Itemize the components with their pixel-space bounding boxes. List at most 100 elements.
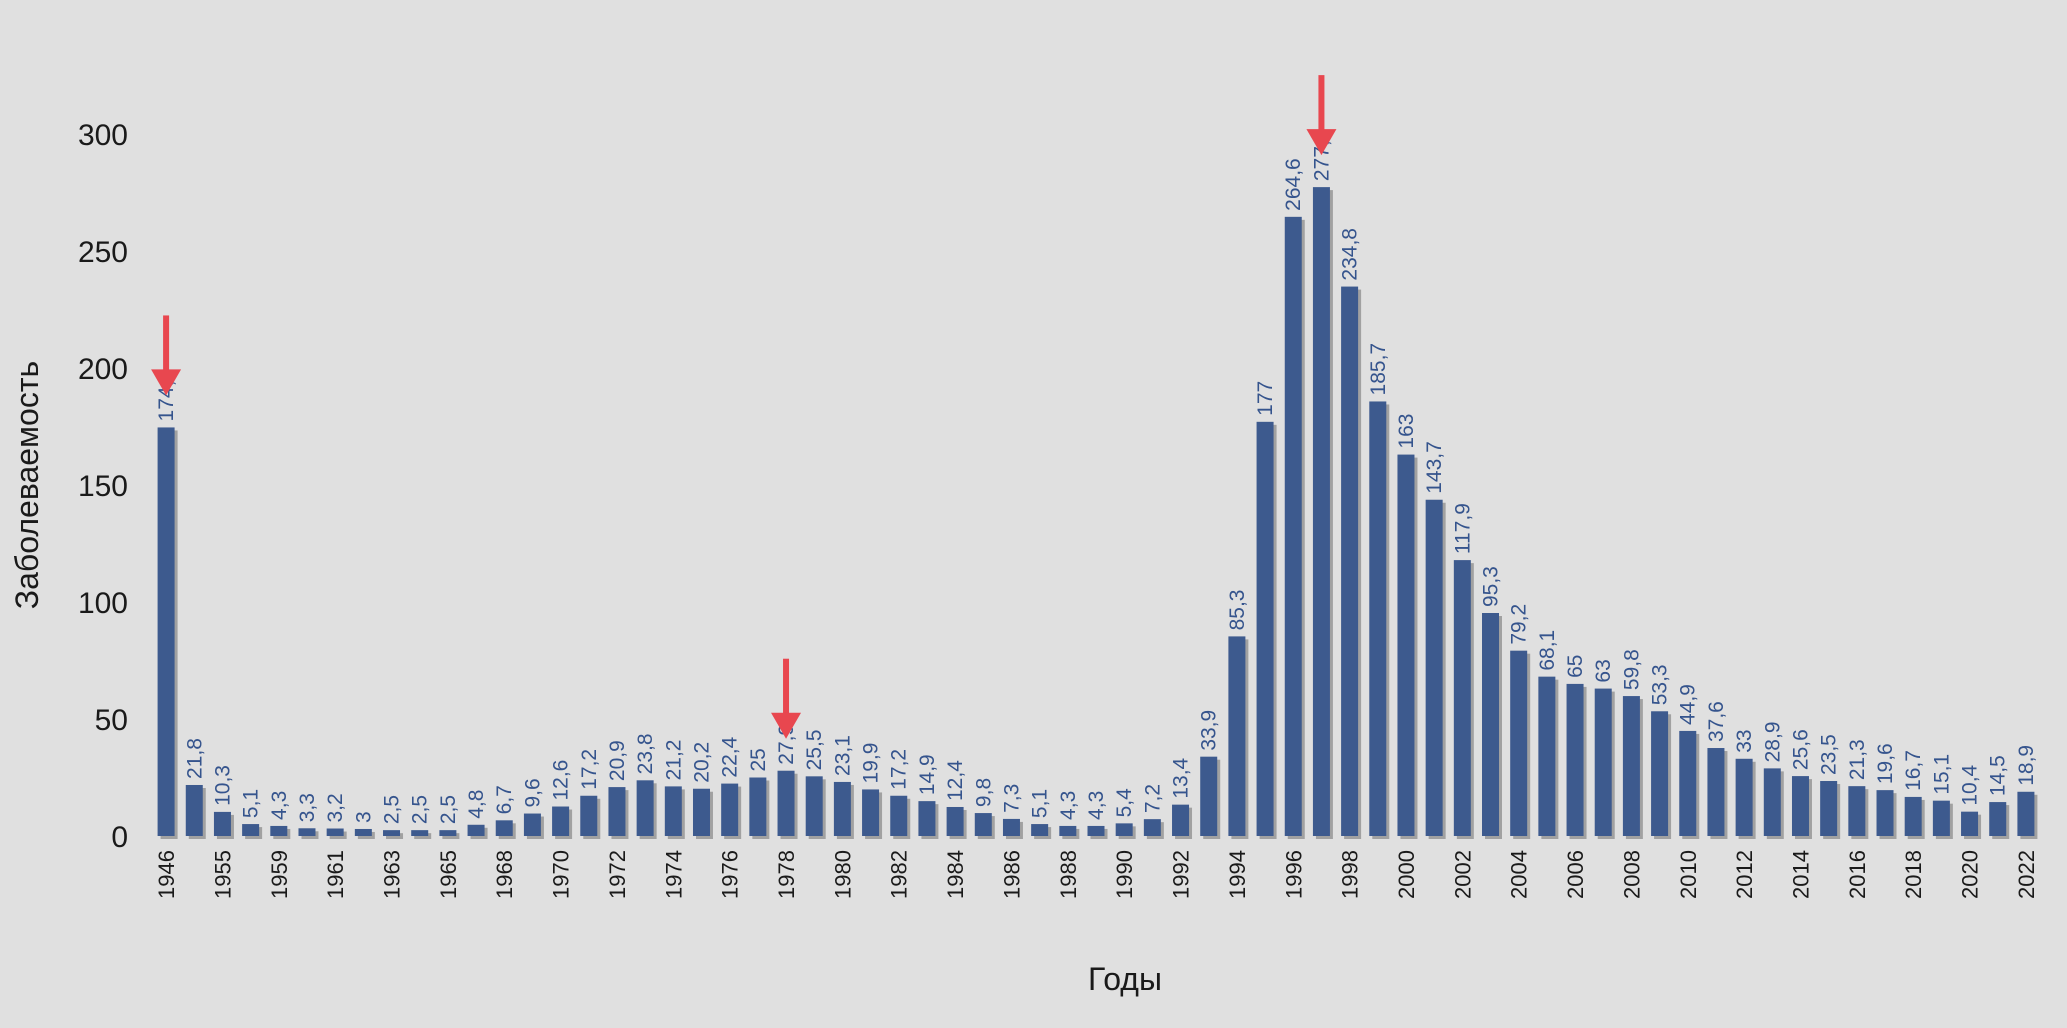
- bar: [692, 788, 710, 836]
- y-tick-label: 50: [95, 704, 128, 737]
- bar-value-label: 5,4: [1113, 788, 1136, 818]
- bar-value-label: 5,1: [240, 789, 263, 818]
- bar-value-label: 37,6: [1705, 701, 1728, 742]
- bar-value-label: 53,3: [1649, 664, 1672, 705]
- bar-value-label: 25: [747, 748, 770, 771]
- x-tick-label: 1980: [830, 850, 855, 899]
- bar-value-label: 3,2: [324, 793, 347, 822]
- axes-group: 0 50 100 150 200 250 300: [78, 119, 128, 854]
- bar-value-label: 25,5: [803, 729, 826, 770]
- x-tick-label: 2014: [1788, 850, 1813, 899]
- y-tick-label: 100: [78, 587, 128, 620]
- bar: [805, 776, 823, 836]
- x-tick-label: 1976: [718, 850, 743, 899]
- bar: [242, 824, 260, 836]
- red-arrow-icon: [1306, 75, 1337, 156]
- value-labels-group: 174,621,810,3 5,1 4,3 3,3 3,2 3 2,5 2,5 2,5 4,8 6,…: [155, 129, 2038, 825]
- bar-value-label: 6,7: [493, 785, 516, 814]
- bar: [2017, 791, 2035, 836]
- bar-value-label: 95,3: [1480, 566, 1503, 607]
- bar-value-label: 63: [1592, 659, 1615, 682]
- bar-value-label: 12,6: [550, 760, 573, 801]
- bar-value-label: 23,8: [634, 733, 657, 774]
- bar-value-label: 4,3: [1057, 791, 1080, 820]
- bar: [1059, 825, 1077, 836]
- x-tick-label: 2006: [1563, 850, 1588, 899]
- bar: [608, 787, 626, 836]
- bar-value-label: 21,3: [1846, 739, 1869, 780]
- x-tick-label: 1959: [267, 850, 292, 899]
- bar-value-label: 33: [1733, 729, 1756, 752]
- bar: [1820, 781, 1838, 836]
- bar: [1228, 636, 1246, 836]
- x-tick-label: 2000: [1394, 850, 1419, 899]
- bar-value-label: 7,2: [1141, 784, 1164, 813]
- bar: [1031, 824, 1049, 836]
- x-tick-label: 2020: [1958, 850, 1983, 899]
- bar-value-label: 59,8: [1620, 649, 1643, 690]
- bar-shadow: [414, 833, 432, 839]
- x-tick-label: 1963: [380, 850, 405, 899]
- bar: [467, 824, 485, 836]
- x-tick-label: 2012: [1732, 850, 1757, 899]
- x-tick-label: 1974: [661, 850, 686, 899]
- bar: [1876, 790, 1894, 836]
- bar: [890, 795, 908, 836]
- bar-value-label: 21,2: [662, 740, 685, 781]
- bar: [1961, 811, 1979, 836]
- bar: [298, 828, 316, 836]
- bar-value-label: 143,7: [1423, 441, 1446, 494]
- bar: [749, 777, 767, 836]
- bar-value-label: 2,5: [381, 795, 404, 824]
- bar-value-label: 14,5: [1987, 755, 2010, 796]
- bar: [1651, 711, 1669, 836]
- x-tick-label: 1961: [323, 850, 348, 899]
- x-ticks-group: 1946 1955 1959 1961 1963 1965 1968 1970 1972 1974…: [154, 850, 2039, 899]
- bar-value-label: 28,9: [1761, 721, 1784, 762]
- x-tick-label: 1970: [549, 850, 574, 899]
- bar-value-label: 7,3: [1000, 784, 1023, 813]
- bar-value-label: 15,1: [1930, 754, 1953, 795]
- bar: [523, 813, 541, 836]
- bar-value-label: 9,6: [521, 778, 544, 807]
- bar: [1791, 776, 1809, 836]
- bar: [270, 825, 288, 836]
- bar: [213, 811, 231, 836]
- x-tick-label: 1996: [1281, 850, 1306, 899]
- x-tick-label: 1986: [999, 850, 1024, 899]
- bar-value-label: 65: [1564, 655, 1587, 678]
- bar-value-label: 9,8: [972, 778, 995, 807]
- bar: [411, 830, 429, 836]
- bar: [326, 828, 344, 836]
- bar: [946, 806, 964, 836]
- bar-value-label: 117,9: [1451, 503, 1474, 554]
- x-tick-label: 1990: [1112, 850, 1137, 899]
- x-tick-label: 1972: [605, 850, 630, 899]
- bar-value-label: 33,9: [1198, 710, 1221, 751]
- bars-group: [157, 187, 2038, 840]
- bar-value-label: 16,7: [1902, 750, 1925, 791]
- bar: [1707, 748, 1725, 836]
- x-tick-label: 1965: [436, 850, 461, 899]
- x-tick-label: 2010: [1676, 850, 1701, 899]
- bar-value-label: 20,9: [606, 740, 629, 781]
- bar-value-label: 85,3: [1226, 590, 1249, 631]
- x-tick-label: 1994: [1225, 850, 1250, 899]
- x-tick-label: 2022: [2014, 850, 2039, 899]
- x-tick-label: 1978: [774, 850, 799, 899]
- bar-value-label: 13,4: [1170, 757, 1193, 798]
- bar-value-label: 4,3: [1085, 791, 1108, 820]
- bar: [1538, 676, 1556, 836]
- bar: [1143, 819, 1161, 836]
- x-tick-label: 2016: [1845, 850, 1870, 899]
- bar: [1932, 800, 1950, 836]
- bar: [1510, 650, 1528, 836]
- bar-value-label: 68,1: [1536, 630, 1559, 671]
- bar-value-label: 2,5: [409, 795, 432, 824]
- bar-value-label: 14,9: [916, 754, 939, 795]
- bar: [1735, 758, 1753, 836]
- bar: [1200, 756, 1218, 836]
- bar-value-label: 20,2: [690, 742, 713, 783]
